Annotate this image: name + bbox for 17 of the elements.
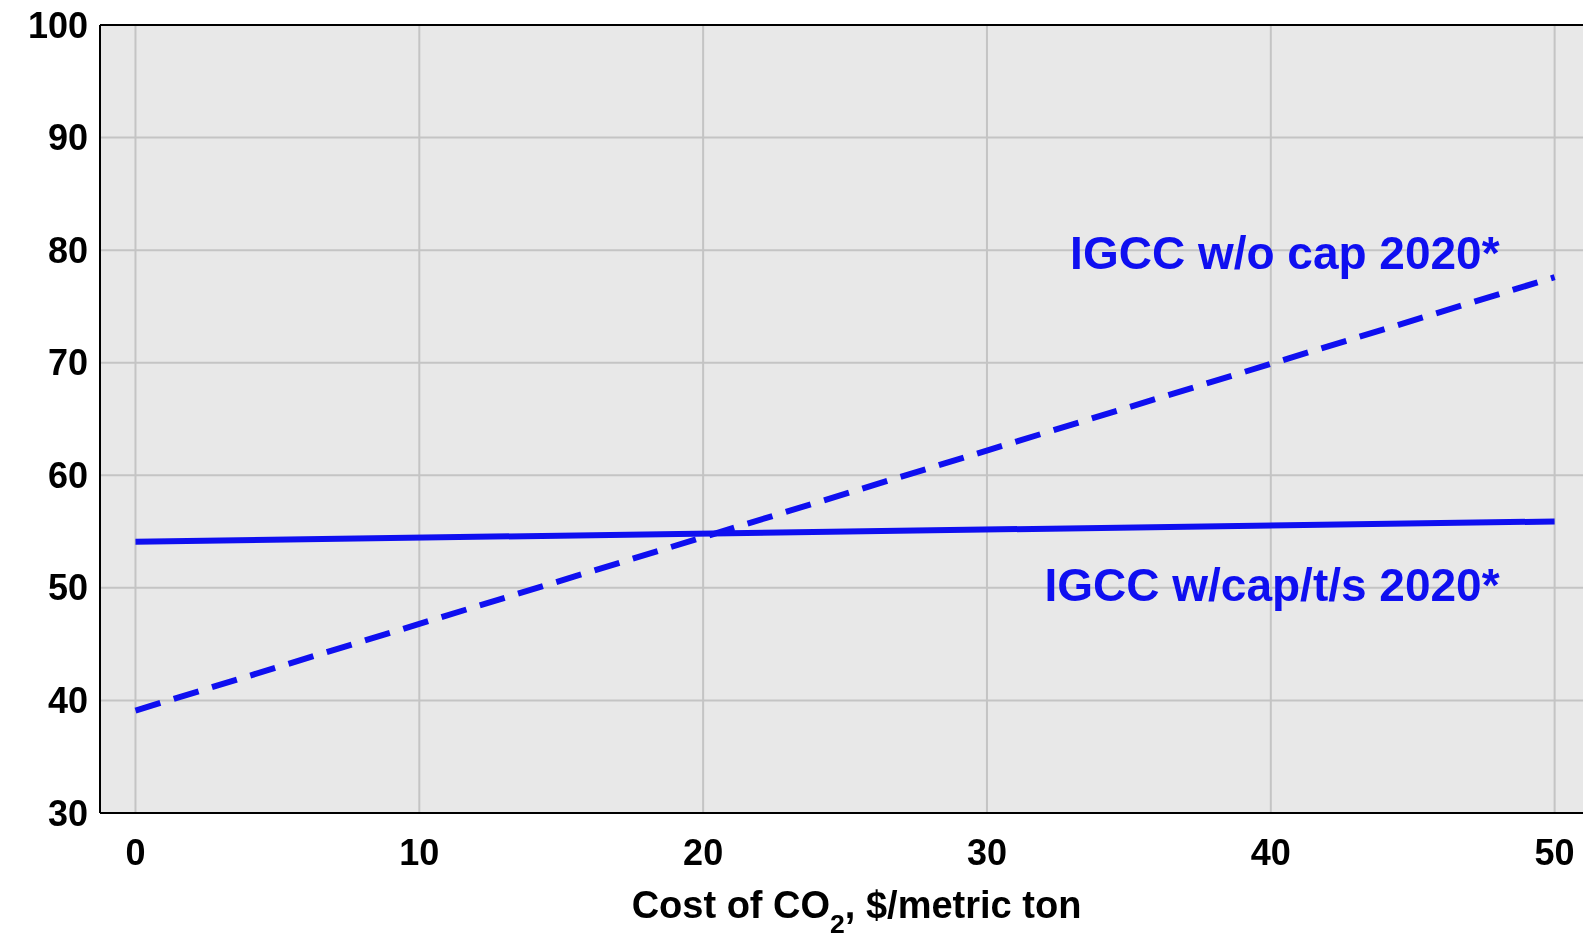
x-tick-label: 30 [966, 832, 1007, 873]
y-tick-label: 80 [47, 229, 88, 271]
y-tick-label: 30 [47, 792, 88, 834]
x-tick-label: 20 [683, 832, 724, 873]
x-tick-label: 50 [1534, 832, 1575, 873]
x-tick-label: 40 [1250, 832, 1291, 873]
y-tick-label: 50 [47, 567, 88, 609]
x-tick-label: 10 [399, 832, 440, 873]
y-tick-label: 90 [47, 117, 88, 159]
series-label: IGCC w/o cap 2020* [1070, 227, 1500, 280]
y-tick-label: 100 [27, 4, 88, 46]
y-tick-label: 60 [47, 454, 88, 496]
y-tick-label: 70 [47, 342, 88, 384]
series-label: IGCC w/cap/t/s 2020* [1044, 559, 1500, 612]
x-tick-label: 0 [125, 832, 146, 873]
y-tick-label: 40 [47, 680, 88, 722]
x-axis-title: Cost of CO$_{2}$, $/metric ton [631, 884, 1082, 939]
